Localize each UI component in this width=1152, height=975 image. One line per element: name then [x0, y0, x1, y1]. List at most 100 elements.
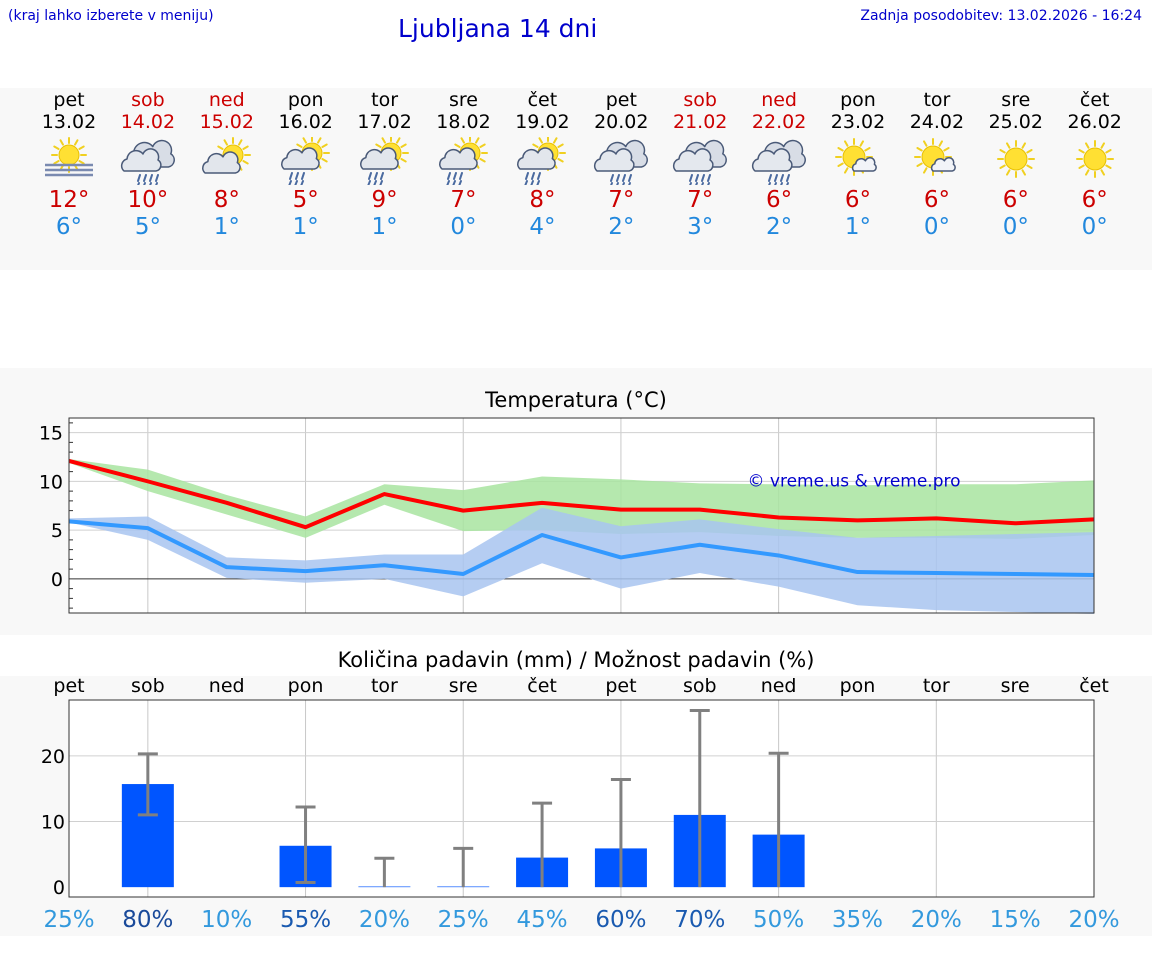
- max-temp-line: [68, 458, 1095, 530]
- x-tick-label: sre: [1001, 675, 1030, 697]
- precip-probability: 10%: [201, 907, 252, 933]
- temp-min: 0°: [1081, 214, 1108, 240]
- forecast-day: pon 16.02 5° 1°: [266, 88, 346, 241]
- sun-small-cloud-icon: [913, 138, 956, 176]
- day-date: 25.02: [988, 111, 1043, 133]
- day-date: 20.02: [594, 111, 649, 133]
- x-tick-label: tor: [923, 675, 950, 697]
- temp-max: 10°: [127, 187, 169, 213]
- precipitation-chart: 0 10 20 pet sob ned pon tor sre čet pet sob ned pon to…: [41, 675, 1120, 933]
- precip-probability: 55%: [280, 907, 331, 933]
- precip-probability: 25%: [438, 907, 489, 933]
- temp-min: 0°: [450, 214, 477, 240]
- temp-max: 7°: [450, 187, 477, 213]
- y-tick-label: 15: [39, 423, 63, 445]
- x-tick-label: tor: [371, 675, 398, 697]
- rain-cloud-icon: [673, 139, 728, 185]
- day-date: 18.02: [436, 111, 491, 133]
- watermark: © vreme.us & vreme.pro: [747, 471, 960, 491]
- precip-probability: 45%: [517, 907, 568, 933]
- plot-frame: [68, 417, 1095, 614]
- day-date: 21.02: [672, 111, 728, 133]
- day-date: 16.02: [278, 111, 333, 133]
- temp-min: 1°: [292, 214, 319, 240]
- day-name: tor: [923, 89, 951, 111]
- min-temp-line: [68, 519, 1095, 577]
- temp-min: 4°: [529, 214, 556, 240]
- day-name: sob: [131, 89, 165, 111]
- temp-min: 6°: [55, 214, 83, 240]
- precip-probability: 70%: [674, 907, 725, 933]
- forecast-day: tor 17.02 9° 1°: [345, 88, 425, 241]
- y-tick-label: 5: [51, 520, 63, 542]
- rain-cloud-icon: [120, 139, 175, 185]
- precip-probability: 20%: [1068, 907, 1119, 933]
- rain-cloud-icon: [752, 139, 807, 185]
- day-date: 19.02: [515, 111, 570, 133]
- rain-cloud-icon: [594, 139, 649, 185]
- day-date: 26.02: [1067, 111, 1122, 133]
- x-tick-label: ned: [209, 675, 245, 697]
- day-date: 24.02: [909, 111, 965, 133]
- day-name: sre: [1001, 89, 1031, 111]
- forecast-day: pet 13.02 12° 6°: [29, 88, 109, 241]
- y-tick-label: 10: [41, 811, 65, 833]
- x-tick-label: sre: [449, 675, 478, 697]
- day-name: pon: [840, 89, 876, 111]
- day-date: 15.02: [199, 111, 254, 133]
- temp-min: 0°: [1002, 214, 1029, 240]
- precip-probability: 80%: [122, 907, 173, 933]
- precip-probability: 15%: [990, 907, 1041, 933]
- temp-min: 2°: [766, 214, 793, 240]
- sun-small-cloud-icon: [835, 138, 877, 176]
- day-name: pon: [287, 89, 324, 111]
- x-tick-label: sob: [683, 675, 717, 697]
- sun-rain-icon: [280, 137, 330, 185]
- day-date: 13.02: [41, 111, 97, 133]
- forecast-day: tor 24.02 6° 0°: [897, 88, 977, 241]
- x-tick-label: pet: [605, 675, 636, 697]
- sun-icon: [996, 140, 1035, 178]
- y-tick-label: 20: [41, 746, 65, 768]
- sun-cloud-icon: [201, 137, 251, 174]
- forecast-day: ned 15.02 8° 1°: [187, 88, 267, 241]
- day-name: sre: [449, 89, 478, 111]
- page-title: Ljubljana 14 dni: [398, 14, 598, 43]
- sun-rain-icon: [438, 137, 488, 185]
- temp-max: 7°: [687, 187, 714, 213]
- precip-probability: 60%: [595, 907, 646, 933]
- day-name: čet: [1079, 89, 1110, 111]
- x-tick-label: pon: [840, 675, 876, 697]
- sun-fog-icon: [45, 137, 93, 177]
- x-tick-label: čet: [1079, 675, 1109, 697]
- temp-min: 1°: [844, 214, 872, 240]
- forecast-day: pon 23.02 6° 1°: [818, 88, 898, 241]
- temp-min: 3°: [687, 214, 714, 240]
- region-hint: (kraj lahko izberete v meniju): [8, 8, 214, 24]
- temp-max: 9°: [371, 187, 398, 213]
- forecast-day: sre 25.02 6° 0°: [976, 88, 1056, 241]
- y-tick-label: 0: [51, 569, 63, 591]
- day-date: 22.02: [751, 111, 807, 133]
- plot-area: [69, 700, 1094, 897]
- day-date: 23.02: [830, 111, 886, 133]
- x-tick-label: pon: [288, 675, 324, 697]
- day-name: pet: [605, 89, 637, 111]
- temp-max: 8°: [213, 187, 240, 213]
- forecast-strip: pet 13.02 12° 6° sob 14.02 10° 5° ned 15.02 8° 1° po…: [0, 88, 1152, 270]
- forecast-day: pet 20.02 7° 2°: [581, 88, 661, 241]
- temp-max: 6°: [1002, 187, 1029, 213]
- y-tick-label: 0: [53, 877, 65, 899]
- x-tick-label: ned: [761, 675, 797, 697]
- forecast-day: ned 22.02 6° 2°: [739, 88, 819, 241]
- forecast-band: [0, 88, 1152, 270]
- temp-max: 6°: [844, 187, 872, 213]
- day-name: ned: [761, 89, 797, 111]
- temp-max: 6°: [923, 187, 950, 213]
- day-date: 17.02: [357, 111, 412, 133]
- temp-max: 8°: [529, 187, 556, 213]
- forecast-day: čet 19.02 8° 4°: [502, 88, 582, 241]
- forecast-day: sre 18.02 7° 0°: [424, 88, 504, 241]
- temp-min: 0°: [923, 214, 950, 240]
- forecast-day: sob 14.02 10° 5°: [108, 88, 188, 241]
